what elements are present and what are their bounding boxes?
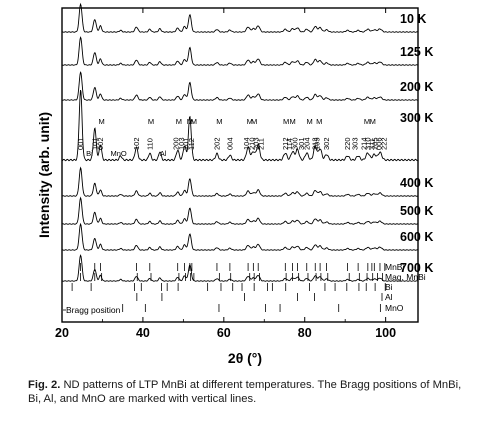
phase-label: M	[306, 117, 312, 126]
temp-label: 10 K	[400, 12, 426, 26]
trace-500k	[61, 196, 419, 225]
x-tick-label: 100	[375, 326, 396, 340]
bragg-position-label: Bragg position	[66, 305, 121, 315]
peak-index-label: 211	[257, 138, 266, 150]
phase-label: M	[247, 117, 253, 126]
bragg-row-label: Al	[385, 292, 393, 302]
peak-index-label: 002	[96, 137, 105, 150]
phase-label: M	[176, 117, 182, 126]
peak-index-label: 101	[90, 137, 99, 150]
phase-label: M	[187, 117, 193, 126]
peak-index-label: 301	[297, 137, 306, 150]
peak-index-label: 105	[312, 137, 321, 150]
trace-600k	[61, 222, 419, 251]
temp-label: 700 K	[400, 261, 433, 275]
phase-label: M	[364, 117, 370, 126]
phase-label: M	[283, 117, 289, 126]
diffraction-traces	[61, 2, 419, 282]
temp-label: 300 K	[400, 111, 433, 125]
peak-index-label: 213	[310, 137, 319, 150]
x-axis-label: 2θ (°)	[228, 350, 262, 366]
peak-index-label: 212	[281, 137, 290, 150]
peak-index-label: 310	[363, 137, 372, 150]
phase-label: M	[191, 117, 197, 126]
bragg-row-label: Mag. MnBi	[385, 272, 426, 282]
trace-400k	[61, 166, 419, 197]
peak-index-label: 200	[172, 137, 181, 150]
peak-index-label: 220	[343, 137, 352, 150]
caption-text: ND patterns of LTP MnBi at different tem…	[28, 379, 462, 405]
phase-label: M	[289, 117, 295, 126]
peak-index-label: 204	[302, 137, 311, 150]
peak-index-label: 110	[145, 138, 154, 150]
peak-index-label: 303	[350, 137, 359, 150]
phase-label: M	[316, 117, 322, 126]
trace-700k	[61, 254, 419, 282]
peak-index-label: 103	[177, 137, 186, 150]
phase-label: M	[148, 117, 154, 126]
x-tick-label: 80	[298, 326, 312, 340]
temp-label: 200 K	[400, 80, 433, 94]
phase-label: MnO	[111, 149, 127, 158]
bragg-row-label: MnO	[385, 303, 404, 313]
bragg-row-label: Bi	[385, 282, 393, 292]
trace-10k	[61, 2, 419, 33]
peak-index-label: 214	[359, 137, 368, 150]
figure-caption: Fig. 2. ND patterns of LTP MnBi at diffe…	[28, 378, 473, 406]
peak-index-label: 311	[367, 138, 376, 150]
phase-label: M	[99, 117, 105, 126]
peak-index-label: 004	[225, 137, 234, 150]
temperature-labels: 10 K 125 K 200 K 300 K 400 K 500 K 600 K 700 K	[400, 12, 433, 275]
temp-label: 600 K	[400, 230, 433, 244]
peak-index-label: 104	[242, 137, 251, 150]
bragg-row-label: MnBi	[385, 262, 404, 272]
temp-label: 500 K	[400, 204, 433, 218]
trace-125k	[61, 36, 419, 66]
peak-index-label: 205	[371, 137, 380, 150]
x-tick-label: 20	[55, 326, 69, 340]
peak-index-label: 203	[252, 137, 261, 150]
trace-300k	[61, 89, 419, 162]
peak-index-label: 114	[285, 138, 294, 150]
x-tick-label: 40	[136, 326, 150, 340]
plot-border	[61, 7, 419, 323]
peak-index-label: 112	[187, 138, 196, 150]
caption-label: Fig. 2.	[28, 379, 61, 391]
phase-label: M	[216, 117, 222, 126]
peak-index-label: 222	[380, 137, 389, 150]
temp-label: 125 K	[400, 45, 433, 59]
temp-label: 400 K	[400, 176, 433, 190]
peak-index-label: 201	[181, 137, 190, 150]
peak-index-label: 302	[322, 137, 331, 150]
x-axis: 20 40 60 80 100	[55, 8, 396, 340]
peak-index-label: 102	[132, 137, 141, 150]
trace-200k	[61, 71, 419, 101]
peak-index-label: 210	[248, 137, 257, 150]
y-axis: Intensity (arb. unit)	[36, 112, 52, 238]
plot-frame	[61, 7, 419, 323]
y-axis-label: Intensity (arb. unit)	[36, 112, 52, 238]
peak-index-label: 202	[212, 137, 221, 150]
x-tick-label: 60	[217, 326, 231, 340]
peak-index-label: 001	[76, 137, 85, 150]
phase-label: M	[251, 117, 257, 126]
phase-label: Bi	[86, 149, 93, 158]
phase-label: Al	[160, 149, 167, 158]
peak-index-label: 300	[291, 137, 300, 150]
peak-index-label: 006	[375, 137, 384, 150]
phase-label: M	[370, 117, 376, 126]
